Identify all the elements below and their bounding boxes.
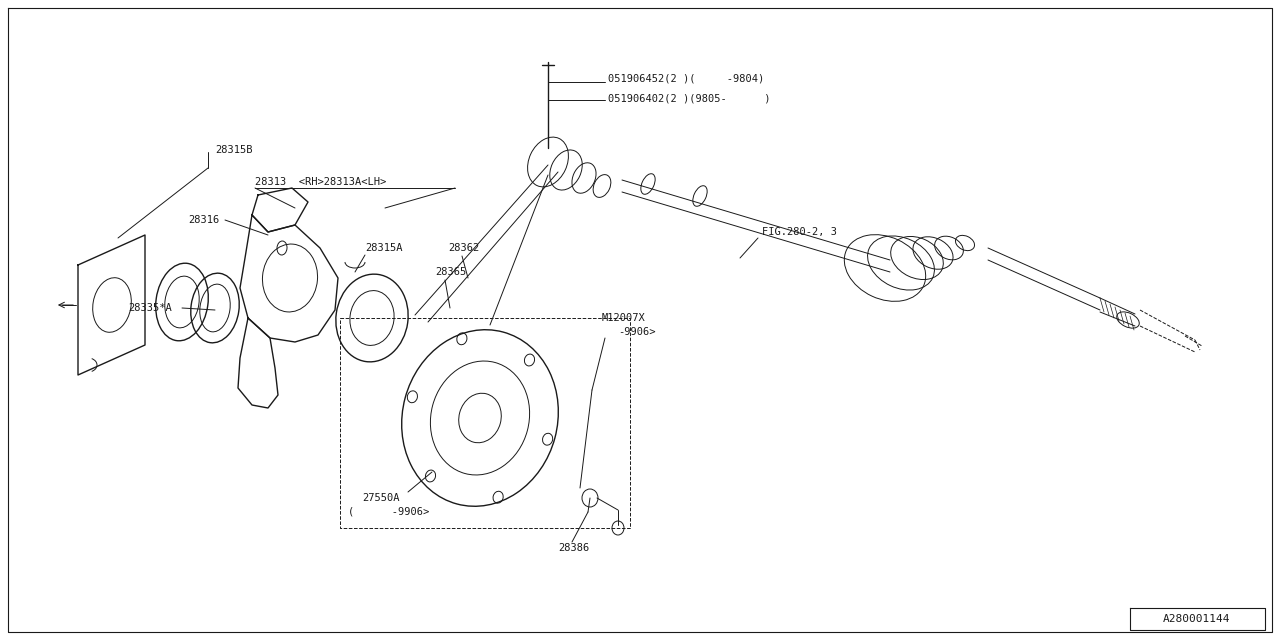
- Text: -9906>: -9906>: [618, 327, 655, 337]
- Text: 28313  <RH>28313A<LH>: 28313 <RH>28313A<LH>: [255, 177, 387, 187]
- Text: 28315B: 28315B: [215, 145, 252, 155]
- Text: 28365: 28365: [435, 267, 466, 277]
- Text: 28316: 28316: [188, 215, 219, 225]
- Text: 051906452(2 )(     -9804): 051906452(2 )( -9804): [608, 73, 764, 83]
- Text: 28335*A: 28335*A: [128, 303, 172, 313]
- Text: 28386: 28386: [558, 543, 589, 553]
- Text: 28362: 28362: [448, 243, 479, 253]
- Text: 051906402(2 )(9805-      ): 051906402(2 )(9805- ): [608, 93, 771, 103]
- Text: 28315A: 28315A: [365, 243, 402, 253]
- Text: A280001144: A280001144: [1164, 614, 1231, 624]
- Text: (      -9906>: ( -9906>: [348, 507, 429, 517]
- Text: M12007X: M12007X: [602, 313, 645, 323]
- Text: FIG.280-2, 3: FIG.280-2, 3: [762, 227, 837, 237]
- Text: 27550A: 27550A: [362, 493, 399, 503]
